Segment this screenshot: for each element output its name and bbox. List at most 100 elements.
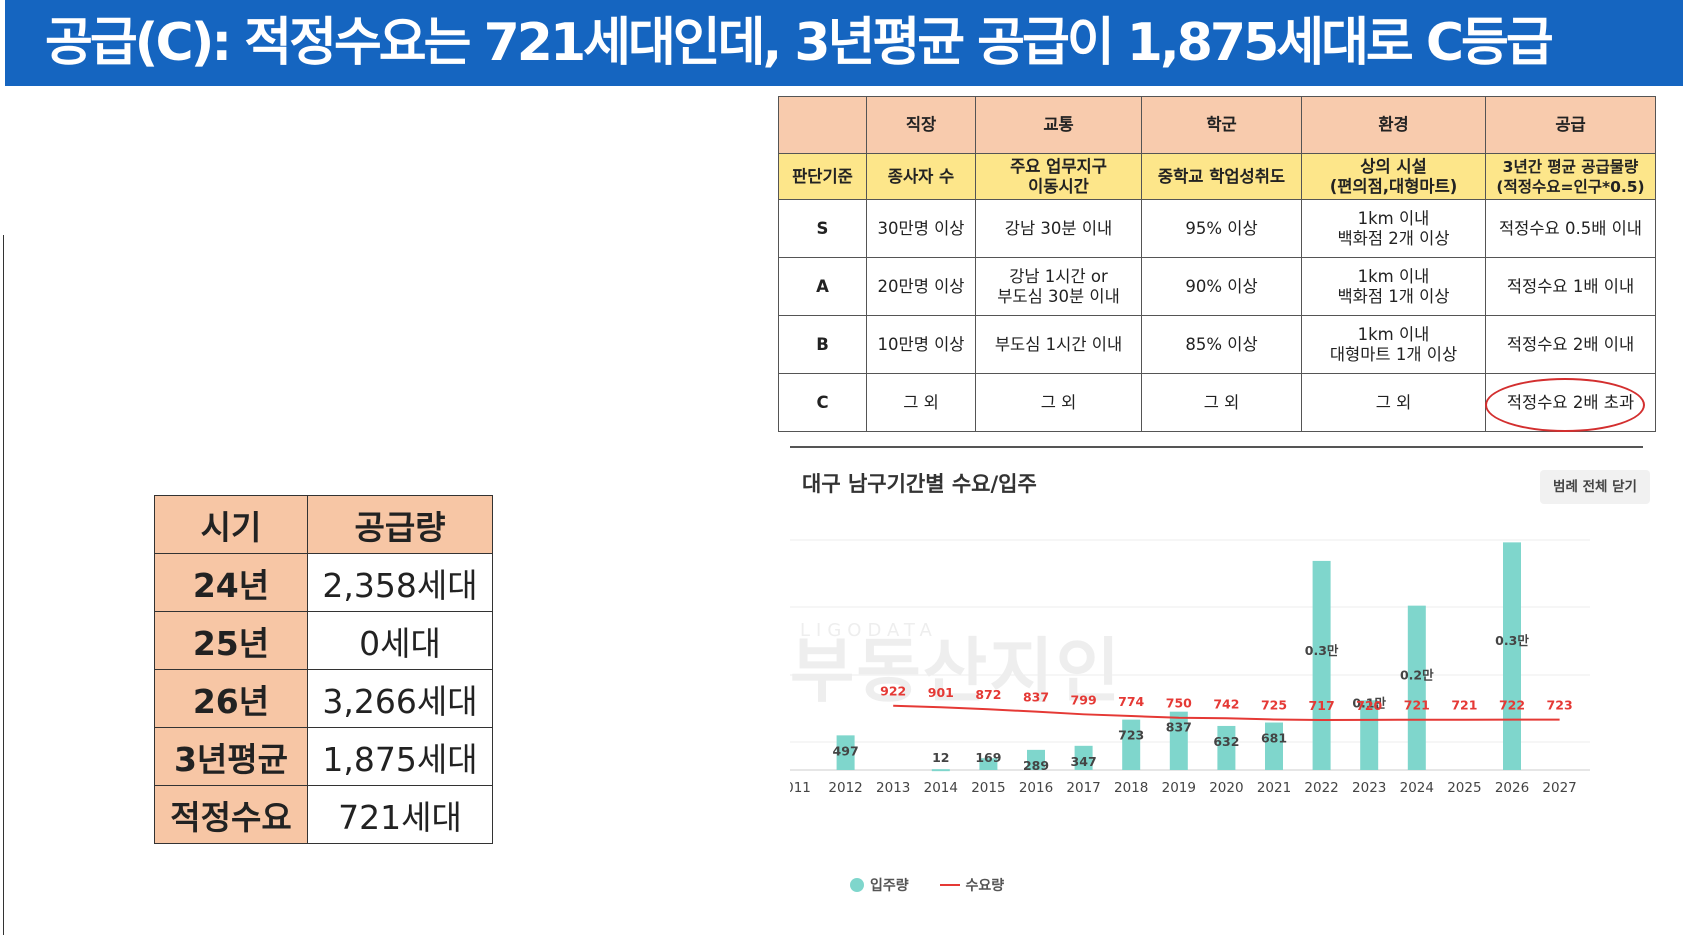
bar-series-입주량 [836, 542, 1521, 772]
bar [1027, 749, 1045, 770]
criteria-cell: 1km 이내 대형마트 1개 이상 [1301, 315, 1486, 374]
x-tick-label: 2019 [1162, 780, 1196, 796]
supply-header-period: 시기 [154, 495, 308, 554]
x-tick-label: 2016 [1019, 780, 1053, 796]
x-tick-label: 2014 [924, 780, 958, 796]
supply-period: 3년평균 [154, 727, 308, 786]
legend-toggle-button[interactable]: 범례 전체 닫기 [1540, 470, 1650, 504]
line-label: 837 [1023, 690, 1049, 705]
bar [979, 758, 998, 770]
bar-label: 0.1만 [1352, 695, 1386, 710]
criteria-row-s: S 30만명 이상 강남 30분 이내 95% 이상 1km 이내 백화점 2개… [778, 199, 1656, 258]
x-axis-ticks: 011 2012 2013 2014 2015 2016 2017 2018 2019 2020 2… [790, 780, 1577, 796]
highlight-ellipse [1485, 378, 1645, 432]
criteria-basis-cell: 중학교 학업성취도 [1141, 153, 1302, 200]
criteria-basis-cell: 상의 시설 (편의점,대형마트) [1301, 153, 1486, 200]
bar-label: 837 [1166, 720, 1192, 735]
line-label: 799 [1071, 692, 1097, 707]
criteria-basis-row: 판단기준 종사자 수 주요 업무지구 이동시간 중학교 학업성취도 상의 시설 … [778, 153, 1656, 200]
bar-label: 347 [1071, 754, 1097, 769]
bar [1503, 542, 1521, 770]
criteria-cell: 그 외 [1141, 373, 1302, 432]
criteria-basis-cell: 3년간 평균 공급물량 (적정수요=인구*0.5) [1485, 153, 1656, 200]
line-label: 901 [928, 685, 954, 700]
criteria-cell: 강남 1시간 or 부도심 30분 이내 [975, 257, 1142, 316]
supply-period: 25년 [154, 611, 308, 670]
bar-label: 632 [1213, 734, 1239, 749]
x-tick-label: 2023 [1352, 780, 1386, 796]
line-label: 723 [1547, 698, 1573, 713]
supply-header-amount: 공급량 [307, 495, 493, 554]
grade-cell: A [778, 257, 867, 316]
table-row: 3년평균 1,875세대 [154, 727, 493, 786]
criteria-cell: 1km 이내 백화점 2개 이상 [1301, 199, 1486, 258]
criteria-cell: 그 외 [866, 373, 976, 432]
bar [1360, 700, 1379, 770]
line-label: 717 [1309, 698, 1335, 713]
criteria-basis-cell: 주요 업무지구 이동시간 [975, 153, 1142, 200]
table-row: 24년 2,358세대 [154, 553, 493, 612]
legend-bar-marker [850, 878, 864, 892]
criteria-cell: 90% 이상 [1141, 257, 1302, 316]
bar-label: 497 [833, 743, 859, 758]
criteria-cell: 85% 이상 [1141, 315, 1302, 374]
grade-cell: B [778, 315, 867, 374]
criteria-cell: 그 외 [975, 373, 1142, 432]
criteria-cell: 적정수요 1배 이내 [1485, 257, 1656, 316]
legend-line-label[interactable]: 수요량 [965, 878, 1005, 894]
x-tick-label: 2018 [1114, 780, 1148, 796]
criteria-cell: 그 외 [1301, 373, 1486, 432]
line-label: 742 [1213, 696, 1239, 711]
legend-line-marker [939, 884, 960, 886]
x-tick-label: 2021 [1257, 780, 1291, 796]
criteria-row-a: A 20만명 이상 강남 1시간 or 부도심 30분 이내 90% 이상 1k… [778, 257, 1656, 316]
page-title: 공급(C): 적정수요는 721세대인데, 3년평균 공급이 1,875세대로 … [45, 13, 1554, 73]
criteria-header-cell: 공급 [1485, 96, 1656, 154]
criteria-header-cell: 학군 [1141, 96, 1302, 154]
criteria-header-cell: 교통 [975, 96, 1142, 154]
x-tick-label: 2012 [828, 780, 862, 796]
criteria-row-b: B 10만명 이상 부도심 1시간 이내 85% 이상 1km 이내 대형마트 … [778, 315, 1656, 374]
header-banner: 공급(C): 적정수요는 721세대인데, 3년평균 공급이 1,875세대로 … [5, 0, 1683, 86]
chart-legend: 입주량 수요량 [850, 875, 1004, 895]
x-tick-label: 2025 [1447, 780, 1481, 796]
bar [836, 735, 855, 770]
line-series-수요량 [893, 704, 1560, 722]
supply-amount: 3,266세대 [307, 669, 493, 728]
line-label: 725 [1261, 697, 1287, 712]
bar-label: 0.2만 [1400, 668, 1434, 683]
bar-label: 0.3만 [1305, 643, 1339, 658]
criteria-cell: 95% 이상 [1141, 199, 1302, 258]
criteria-row-c: C 그 외 그 외 그 외 그 외 적정수요 2배 초과 [778, 373, 1656, 432]
table-row: 적정수요 721세대 [154, 785, 493, 844]
supply-period: 24년 [154, 553, 308, 612]
table-row: 25년 0세대 [154, 611, 493, 670]
legend-bar-label[interactable]: 입주량 [870, 878, 909, 894]
bar-label: 289 [1023, 758, 1049, 773]
criteria-header-cell: 환경 [1301, 96, 1486, 154]
criteria-header-cell [778, 96, 867, 154]
bar [1169, 711, 1188, 770]
supply-table: 시기 공급량 24년 2,358세대 25년 0세대 26년 3,266세대 3… [154, 495, 493, 844]
bar [1074, 745, 1093, 770]
bar-label: 0.3만 [1495, 633, 1529, 648]
line-label: 722 [1499, 698, 1525, 713]
bar-label: 169 [975, 750, 1001, 765]
bar [931, 769, 950, 772]
bar [1312, 560, 1331, 770]
chart-title: 대구 남구기간별 수요/입주 [802, 472, 1037, 496]
supply-amount: 1,875세대 [307, 727, 493, 786]
criteria-cell: 적정수요 2배 이내 [1485, 315, 1656, 374]
supply-amount: 2,358세대 [307, 553, 493, 612]
criteria-cell: 20만명 이상 [866, 257, 976, 316]
bar-label: 723 [1118, 728, 1144, 743]
bar-label: 681 [1261, 731, 1287, 746]
grade-cell: C [778, 373, 867, 432]
criteria-cell: 30만명 이상 [866, 199, 976, 258]
line-label: 720 [1356, 698, 1382, 713]
watermark-sub: LIGODATA [800, 620, 938, 641]
data-labels: 497 12 169 289 347 723 837 632 681 0.3만 0.1만 0.2만 0.… [833, 633, 1573, 773]
demand-line [893, 704, 1560, 722]
x-tick-label: 2027 [1542, 780, 1576, 796]
x-tick-label: 011 [790, 780, 811, 796]
